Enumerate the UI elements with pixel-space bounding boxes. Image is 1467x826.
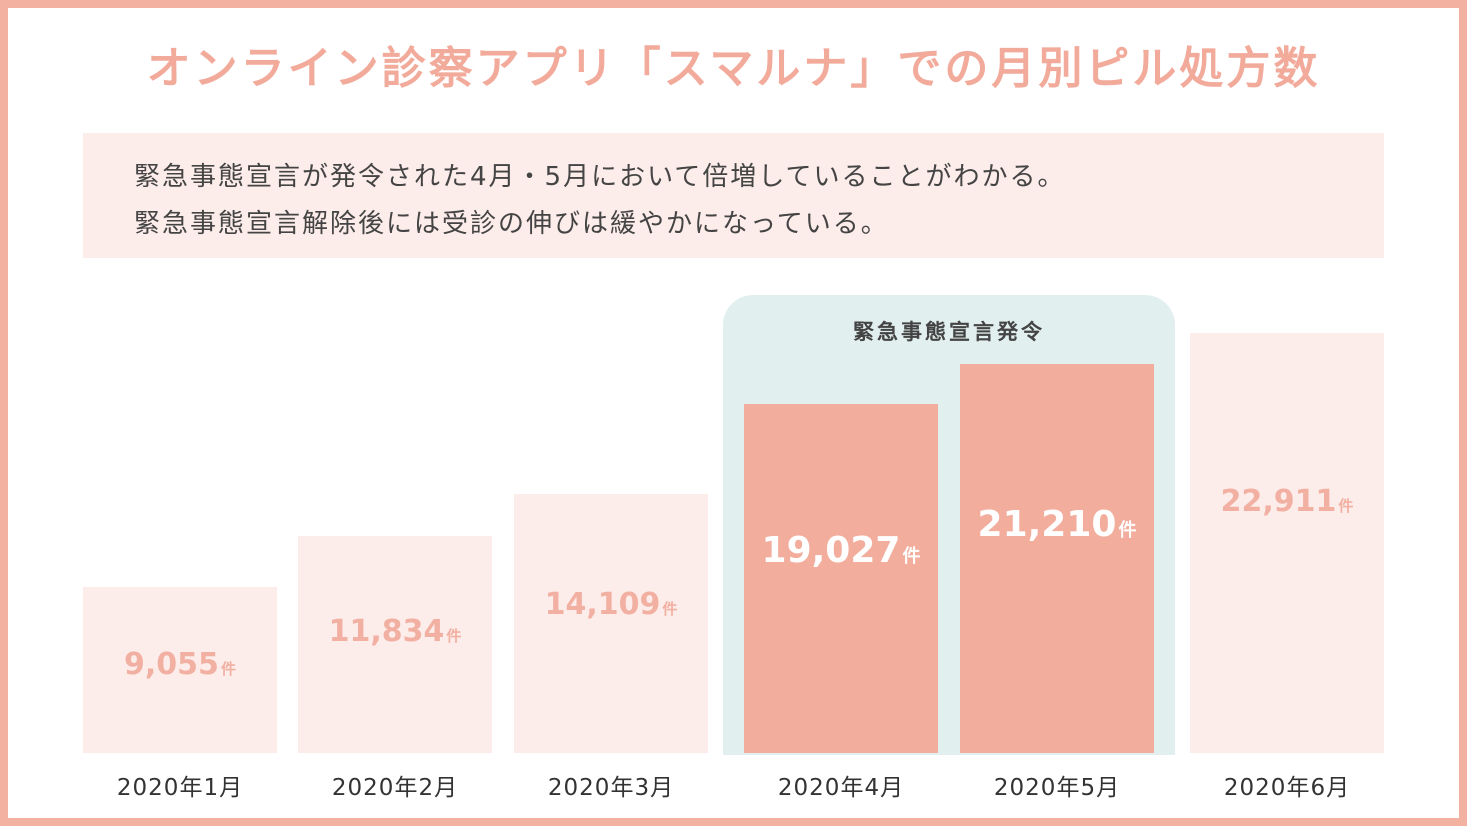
bar-value-number: 14,109 — [544, 587, 661, 622]
x-tick-label: 2020年4月 — [777, 775, 905, 801]
bar-value-number: 19,027 — [761, 530, 901, 571]
bar-2: 11,834 件 — [298, 536, 492, 753]
bar-value-number: 9,055 — [124, 647, 219, 682]
x-tick-label: 2020年6月 — [1223, 775, 1351, 801]
bar-value-number: 22,911 — [1220, 484, 1337, 519]
x-tick-label: 2020年1月 — [116, 775, 244, 801]
bar-value-unit: 件 — [220, 660, 236, 678]
bar-value-unit: 件 — [1338, 497, 1354, 515]
x-tick-label: 2020年2月 — [331, 775, 459, 801]
bar-value-label: 21,210 件 — [960, 504, 1154, 545]
bar-1: 9,055 件 — [83, 587, 277, 753]
bar-value-number: 11,834 — [328, 614, 445, 649]
bar-value-unit: 件 — [902, 546, 921, 567]
bar-3: 14,109 件 — [514, 494, 708, 753]
bar-6: 22,911 件 — [1190, 333, 1384, 753]
bar-value-unit: 件 — [446, 627, 462, 645]
chart-title: オンライン診察アプリ「スマルナ」での月別ピル処方数 — [146, 43, 1321, 94]
bar-value-label: 22,911 件 — [1190, 484, 1384, 519]
description-line: 緊急事態宣言が発令された4月・5月において倍増していることがわかる。 — [134, 162, 1066, 192]
bar-5: 21,210 件 — [960, 364, 1154, 753]
bar-value-label: 11,834 件 — [298, 614, 492, 649]
bar-value-label: 14,109 件 — [514, 587, 708, 622]
bar-value-label: 9,055 件 — [83, 647, 277, 682]
highlight-label: 緊急事態宣言発令 — [853, 320, 1045, 344]
description-line: 緊急事態宣言解除後には受診の伸びは緩やかになっている。 — [134, 209, 889, 239]
bar-value-unit: 件 — [662, 600, 678, 618]
x-tick-label: 2020年3月 — [547, 775, 675, 801]
bar-value-label: 19,027 件 — [744, 530, 938, 571]
bar-value-unit: 件 — [1118, 520, 1137, 541]
bar-value-number: 21,210 — [977, 504, 1117, 545]
description-box: 緊急事態宣言が発令された4月・5月において倍増していることがわかる。 緊急事態宣… — [83, 133, 1384, 258]
bar-4: 19,027 件 — [744, 404, 938, 753]
x-tick-label: 2020年5月 — [993, 775, 1121, 801]
